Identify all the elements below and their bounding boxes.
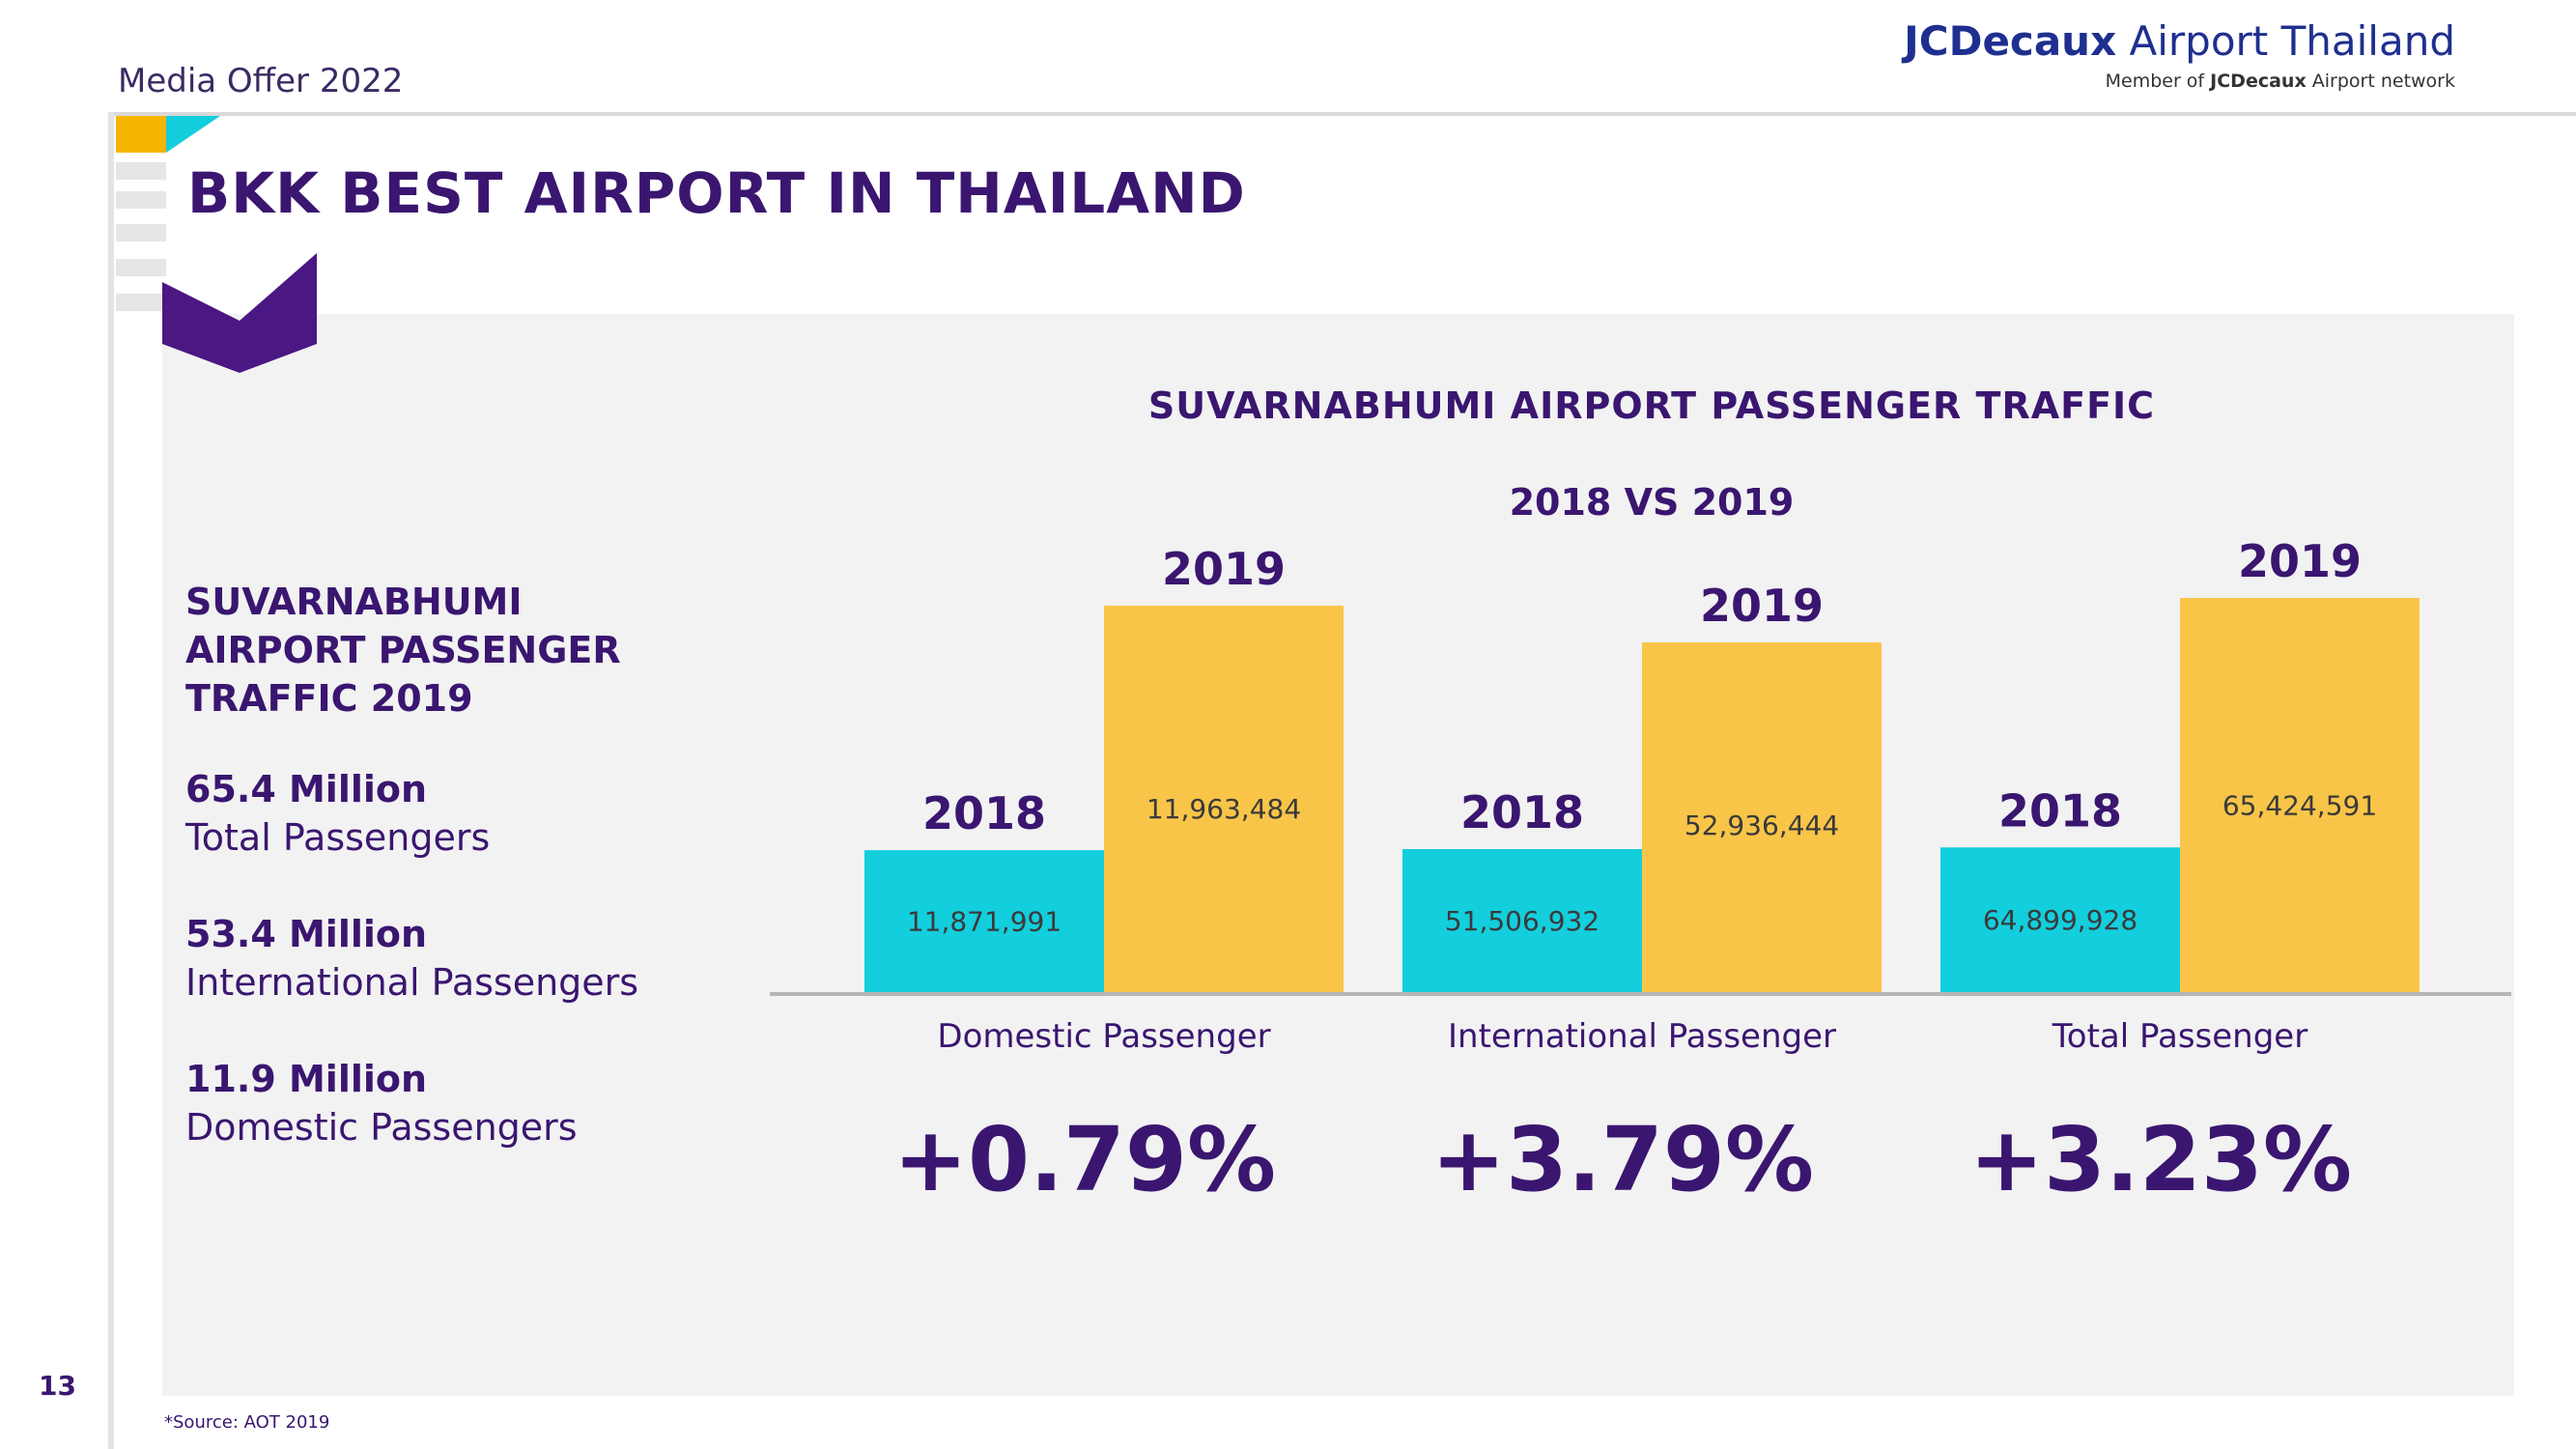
stat-label: International Passengers: [185, 961, 639, 1004]
header-divider: [110, 112, 2576, 116]
growth-label: +3.79%: [1431, 1108, 1814, 1211]
category-label: Domestic Passenger: [937, 1017, 1270, 1056]
stat-label: Domestic Passengers: [185, 1106, 578, 1149]
bar-value-label: 11,963,484: [1146, 793, 1301, 825]
bar-2018: [864, 850, 1104, 992]
stat-international: 53.4 Million International Passengers: [185, 913, 765, 1004]
chart-title: SUVARNABHUMI AIRPORT PASSENGER TRAFFIC: [1147, 384, 2156, 427]
left-panel-title: SUVARNABHUMI AIRPORT PASSENGER TRAFFIC 2…: [185, 581, 621, 720]
bar-series-label: 2019: [1162, 543, 1286, 595]
bar-2019: [1642, 642, 1882, 992]
bar-series-label: 2019: [2238, 535, 2362, 587]
bar-series-label: 2018: [1460, 786, 1584, 838]
page-title: BKK BEST AIRPORT IN THAILAND: [187, 160, 1246, 226]
left-divider: [108, 112, 114, 1449]
growth-label: +0.79%: [893, 1108, 1276, 1211]
category-label: Total Passenger: [2052, 1017, 2307, 1056]
bar-value-label: 65,424,591: [2222, 789, 2377, 821]
brand-logo: JCDecaux Airport Thailand Member of JCDe…: [1904, 17, 2455, 92]
stat-total: 65.4 Million Total Passengers: [185, 768, 765, 859]
source-note: *Source: AOT 2019: [164, 1412, 330, 1433]
bar-series-label: 2019: [1700, 580, 1824, 632]
brand-name: JCDecaux Airport Thailand: [1904, 17, 2455, 65]
bar-2019: [1104, 606, 1344, 992]
category-label: International Passenger: [1448, 1017, 1836, 1056]
bar-value-label: 64,899,928: [1983, 904, 2137, 936]
stat-domestic: 11.9 Million Domestic Passengers: [185, 1058, 765, 1149]
decor-purple-chevron: [162, 253, 317, 373]
decor-yellow-square: [116, 116, 166, 153]
bar-series-label: 2018: [1998, 784, 2122, 837]
bar-series-label: 2018: [922, 787, 1046, 839]
stat-value: 65.4 Million: [185, 768, 428, 810]
growth-label: +3.23%: [1969, 1108, 2352, 1211]
decor-cyan-triangle: [166, 116, 220, 153]
decor-stripe: [116, 259, 166, 276]
page-number: 13: [39, 1370, 76, 1402]
media-offer-label: Media Offer 2022: [118, 62, 404, 100]
bar-2018: [1940, 847, 2180, 992]
decor-stripe: [116, 162, 166, 180]
bar-2018: [1402, 849, 1642, 992]
stat-label: Total Passengers: [185, 816, 491, 859]
brand-tagline: Member of JCDecaux Airport network: [2105, 71, 2455, 92]
decor-stripe: [116, 224, 166, 242]
decor-stripe: [116, 191, 166, 209]
stat-value: 11.9 Million: [185, 1058, 428, 1100]
bar-value-label: 52,936,444: [1684, 810, 1839, 841]
stat-value: 53.4 Million: [185, 913, 428, 955]
chart-subtitle: 2018 VS 2019: [1509, 481, 1795, 524]
bar-value-label: 11,871,991: [907, 906, 1062, 938]
bar-value-label: 51,506,932: [1445, 905, 1599, 937]
decor-stripe: [116, 294, 166, 311]
bar-2019: [2180, 598, 2420, 992]
